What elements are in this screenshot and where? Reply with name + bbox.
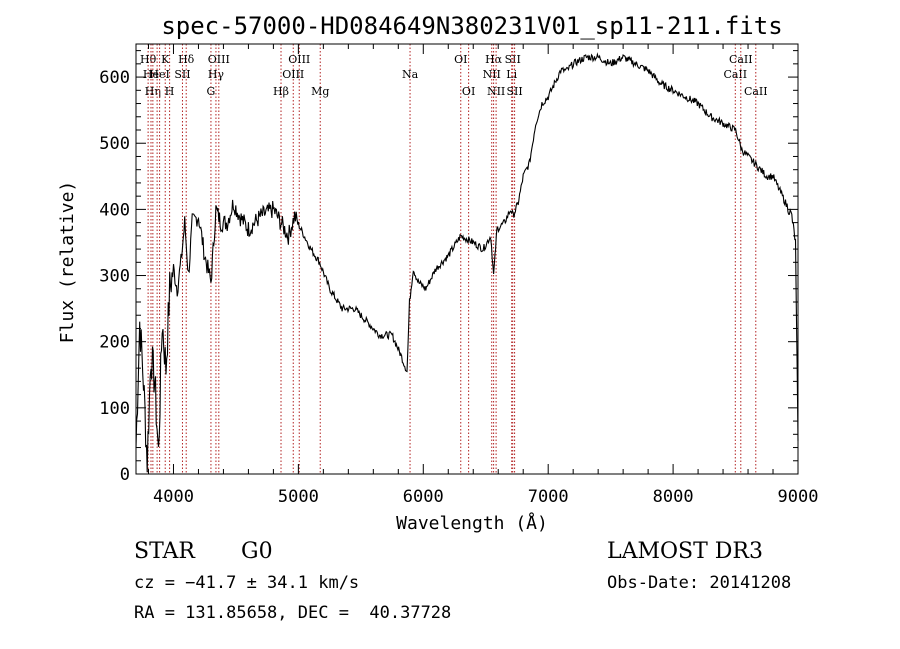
line-label: Li [506,68,517,81]
line-label: OI [462,85,475,98]
spectrum-line [135,52,799,473]
line-label: OIII [282,68,304,81]
y-tick-label: 0 [120,465,130,485]
x-axis-label: Wavelength (Å) [396,512,548,534]
coordinates: RA = 131.85658, DEC = 40.37728 [134,603,452,623]
line-label: Hθ [140,53,157,66]
line-label: Hβ [273,85,289,98]
line-label: Mg [311,85,329,98]
line-label: OIII [288,53,310,66]
y-axis-label: Flux (relative) [57,181,78,344]
x-tick-label: 6000 [403,487,444,507]
redshift-readout: cz = −41.7 ± 34.1 km/s [134,573,360,593]
line-label: HeI [149,68,169,81]
x-tick-label: 4000 [153,487,194,507]
line-label: NII [487,85,505,98]
line-label: SII [174,68,190,81]
survey-name: LAMOST DR3 [607,539,763,564]
axis-ticks: 4000 5000 6000 7000 8000 9000 0 100 200 300 400 500… [99,44,818,507]
y-tick-label: 400 [99,200,130,220]
y-tick-label: 500 [99,134,130,154]
line-label: H [165,85,175,98]
x-tick-label: 8000 [653,487,694,507]
object-class: STAR [134,539,195,564]
spectrum-series [135,52,799,473]
line-label: Hη [145,85,161,98]
line-label: He [143,68,159,81]
line-label: Hα [485,53,503,66]
chart-title: spec-57000-HD084649N380231V01_sp11-211.f… [161,12,782,40]
line-label: Hγ [208,68,225,81]
obs-date: Obs-Date: 20141208 [607,573,792,593]
line-label: CaII [744,85,768,98]
line-label: CaII [729,53,753,66]
line-label: NII [483,68,501,81]
line-label: Na [402,68,419,81]
x-tick-label: 9000 [778,487,819,507]
line-label: OIII [208,53,230,66]
line-label: K [161,53,170,66]
line-label: Hδ [178,53,195,66]
y-tick-label: 600 [99,68,130,88]
y-tick-label: 300 [99,267,130,287]
line-label: SII [505,53,521,66]
spectral-subclass: G0 [241,539,273,564]
y-tick-label: 200 [99,333,130,353]
x-tick-label: 5000 [278,487,319,507]
line-label: G [207,85,216,98]
line-label: CaII [723,68,747,81]
spectral-lines: Hθ He Hη HeI K H SII Hδ G Hγ OIII Hβ OIII OIII Mg Na OI O… [140,44,768,474]
y-tick-label: 100 [99,399,130,419]
plot-frame [135,43,799,475]
line-label: SII [506,85,522,98]
line-label: OI [454,53,467,66]
x-tick-label: 7000 [528,487,569,507]
